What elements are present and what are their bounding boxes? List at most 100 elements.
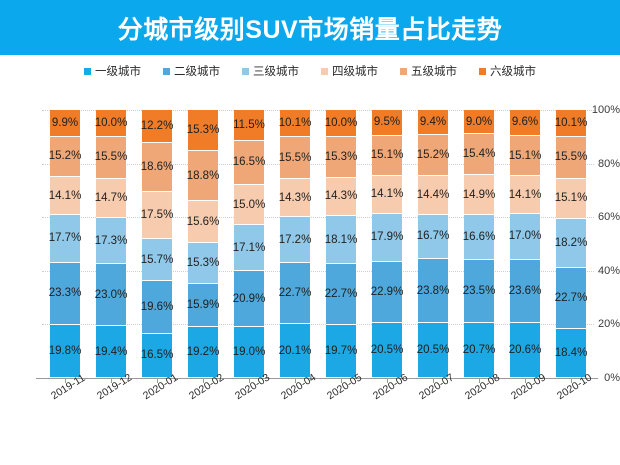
legend-item-3[interactable]: 三级城市: [242, 63, 299, 79]
bar-segment[interactable]: 23.0%: [95, 264, 127, 327]
bar-segment[interactable]: 19.2%: [187, 326, 219, 378]
bar-segment[interactable]: 15.2%: [49, 136, 81, 178]
stacked-bar[interactable]: 18.4% 22.7% 18.2% 15.1% 15.5% 10.1%: [555, 110, 587, 378]
legend-item-4[interactable]: 四级城市: [321, 63, 378, 79]
bar-segment[interactable]: 15.1%: [371, 135, 403, 176]
bar-segment[interactable]: 16.5%: [232, 140, 266, 186]
bar-segment-value-label: 17.5%: [140, 209, 174, 222]
bar-segment[interactable]: 9.5%: [372, 110, 402, 136]
x-axis-tick: [65, 378, 66, 383]
legend-item-5[interactable]: 五级城市: [400, 63, 457, 79]
stacked-bar[interactable]: 20.5% 22.9% 17.9% 14.1% 15.1% 9.5%: [371, 110, 403, 378]
bar-segment[interactable]: 10.1%: [555, 110, 587, 138]
bar-segment[interactable]: 20.9%: [233, 271, 265, 328]
bar-segment[interactable]: 20.5%: [371, 323, 403, 378]
legend-item-1[interactable]: 一级城市: [84, 63, 141, 79]
bar-segment[interactable]: 10.0%: [95, 110, 127, 138]
bar-segment[interactable]: 15.9%: [187, 284, 219, 327]
stacked-bar[interactable]: 19.8% 23.3% 17.7% 14.1% 15.2% 9.9%: [49, 110, 81, 378]
bar-segment[interactable]: 15.7%: [141, 239, 173, 282]
bar-segment[interactable]: 14.9%: [463, 175, 495, 216]
bar-segment[interactable]: 14.1%: [49, 177, 81, 216]
bar-segment[interactable]: 17.2%: [279, 217, 311, 264]
bar-segment[interactable]: 19.0%: [233, 327, 265, 378]
bar-segment[interactable]: 14.3%: [279, 178, 311, 218]
bar-segment[interactable]: 15.4%: [463, 134, 495, 176]
bar-segment[interactable]: 9.4%: [418, 110, 448, 136]
bar-segment[interactable]: 17.7%: [49, 215, 81, 263]
bar-segment[interactable]: 15.1%: [509, 135, 541, 177]
bar-segment[interactable]: 15.3%: [186, 243, 220, 285]
bar-segment[interactable]: 22.7%: [279, 263, 311, 325]
bar-segment[interactable]: 14.1%: [371, 175, 403, 214]
bar-segment[interactable]: 15.0%: [233, 185, 265, 226]
bar-segment[interactable]: 14.7%: [95, 178, 127, 219]
bar-segment[interactable]: 18.6%: [140, 142, 174, 193]
bar-segment[interactable]: 15.5%: [95, 137, 127, 179]
bar-segment[interactable]: 16.5%: [141, 333, 173, 378]
bar-segment[interactable]: 15.1%: [555, 178, 587, 220]
bar-segment[interactable]: 18.2%: [555, 219, 587, 268]
bar-segment[interactable]: 23.6%: [509, 259, 541, 323]
bar-segment[interactable]: 14.1%: [509, 176, 541, 215]
stacked-bar[interactable]: 19.4% 23.0% 17.3% 14.7% 15.5% 10.0%: [95, 110, 127, 378]
bar-segment[interactable]: 15.2%: [417, 135, 449, 176]
bar-segment[interactable]: 17.9%: [371, 213, 403, 262]
bar-segment[interactable]: 9.0%: [464, 109, 494, 135]
bar-segment-value-label: 15.3%: [186, 257, 220, 270]
bar-segment[interactable]: 17.1%: [233, 225, 265, 272]
bar-segment[interactable]: 15.3%: [325, 136, 357, 178]
bar-segment-value-label: 14.4%: [416, 188, 450, 201]
bar-segment[interactable]: 23.8%: [417, 259, 449, 324]
title-banner: [0, 0, 620, 55]
bar-segment[interactable]: 11.5%: [233, 110, 265, 141]
bar-segment[interactable]: 23.5%: [463, 259, 495, 323]
stacked-bar[interactable]: 20.7% 23.5% 16.6% 14.9% 15.4% 9.0%: [463, 109, 495, 378]
bar-segment[interactable]: 17.0%: [509, 214, 541, 260]
legend-swatch-icon: [163, 67, 170, 75]
bar-segment[interactable]: 10.1%: [279, 110, 311, 138]
legend-item-2[interactable]: 二级城市: [163, 63, 220, 79]
bar-segment[interactable]: 10.0%: [325, 110, 357, 137]
bar-segment[interactable]: 15.3%: [187, 109, 219, 151]
stacked-bar[interactable]: 16.5% 19.6% 15.7% 17.5% 18.6% 12.2%: [140, 110, 174, 378]
bar-segment[interactable]: 9.6%: [510, 110, 540, 136]
bar-segment[interactable]: 20.7%: [463, 322, 495, 378]
bar-segment[interactable]: 22.9%: [371, 261, 403, 324]
bar-segment[interactable]: 20.1%: [279, 324, 311, 378]
bar-segment[interactable]: 12.2%: [141, 110, 173, 143]
bar-segment-value-label: 15.5%: [278, 151, 312, 164]
bar-segment-value-label: 16.5%: [232, 156, 266, 169]
bar-segment[interactable]: 20.5%: [417, 323, 449, 378]
stacked-bar[interactable]: 19.2% 15.9% 15.3% 15.6% 18.8% 15.3%: [186, 109, 220, 378]
bar-segment[interactable]: 16.6%: [463, 215, 495, 260]
bar-segment[interactable]: 18.1%: [325, 216, 357, 265]
bar-segment[interactable]: 17.3%: [95, 218, 127, 265]
bar-segment[interactable]: 17.5%: [140, 192, 174, 240]
bar-segment[interactable]: 19.6%: [141, 281, 173, 334]
bar-segment[interactable]: 15.5%: [555, 137, 587, 179]
stacked-bar[interactable]: 20.1% 22.7% 17.2% 14.3% 15.5% 10.1%: [278, 110, 312, 378]
bar-segment[interactable]: 18.8%: [187, 150, 219, 202]
bar-segment[interactable]: 19.7%: [325, 325, 357, 378]
bar-segment[interactable]: 22.7%: [555, 267, 587, 329]
stacked-bar[interactable]: 20.6% 23.6% 17.0% 14.1% 15.1% 9.6%: [509, 110, 541, 378]
bar-segment[interactable]: 14.4%: [416, 175, 450, 215]
stacked-bar[interactable]: 19.0% 20.9% 17.1% 15.0% 16.5% 11.5%: [232, 110, 266, 378]
bar-segment[interactable]: 15.5%: [278, 137, 312, 179]
bar-segment[interactable]: 18.4%: [555, 328, 587, 378]
bar-segment[interactable]: 15.6%: [187, 201, 219, 244]
bar-segment-value-label: 18.6%: [140, 161, 174, 174]
stacked-bar[interactable]: 19.7% 22.7% 18.1% 14.3% 15.3% 10.0%: [325, 110, 357, 378]
bar-segment[interactable]: 20.6%: [509, 322, 541, 378]
stacked-bar[interactable]: 20.5% 23.8% 16.7% 14.4% 15.2% 9.4%: [416, 110, 450, 378]
bar-segment[interactable]: 16.7%: [417, 214, 449, 260]
legend-item-6[interactable]: 六级城市: [479, 63, 536, 79]
bar-segment[interactable]: 9.9%: [50, 110, 80, 137]
bar-segment[interactable]: 19.4%: [95, 326, 127, 378]
bar-segment[interactable]: 19.8%: [49, 324, 81, 378]
bar-segment[interactable]: 22.7%: [325, 264, 357, 326]
bar-segment-value-label: 9.6%: [511, 116, 539, 129]
bar-segment[interactable]: 23.3%: [49, 262, 81, 325]
bar-segment[interactable]: 14.3%: [325, 177, 357, 217]
